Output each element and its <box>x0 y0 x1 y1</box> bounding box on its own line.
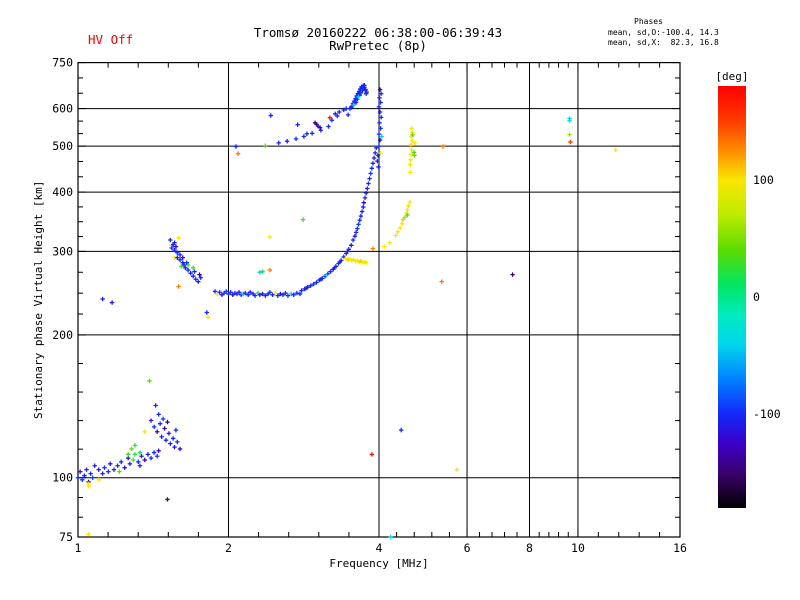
x-tick-labels: 1 2 4 6 8 10 16 <box>75 541 687 555</box>
y-axis-title: Stationary phase Virtual Height [km] <box>32 181 45 419</box>
phases-mean-sd-o: mean, sd,O:-100.4, 14.3 <box>608 27 719 37</box>
svg-text:300: 300 <box>52 244 73 258</box>
x-axis-title: Frequency [MHz] <box>329 557 428 570</box>
axis-ticks <box>77 62 681 538</box>
svg-text:8: 8 <box>526 541 533 555</box>
svg-text:16: 16 <box>673 541 687 555</box>
colorbar: [deg] 100 0 -100 <box>715 70 781 508</box>
scatter-points <box>75 83 618 540</box>
colorbar-gradient <box>718 86 746 508</box>
hv-status-label: HV Off <box>88 32 134 47</box>
svg-text:2: 2 <box>225 541 232 555</box>
svg-text:100: 100 <box>52 471 73 485</box>
phases-stats-block: Phases mean, sd,O:-100.4, 14.3 mean, sd,X:… <box>608 17 719 49</box>
svg-text:10: 10 <box>571 541 585 555</box>
svg-text:75: 75 <box>59 530 73 544</box>
svg-text:500: 500 <box>52 139 73 153</box>
colorbar-tick-label: 100 <box>753 173 774 187</box>
svg-text:1: 1 <box>75 541 82 555</box>
svg-text:6: 6 <box>464 541 471 555</box>
colorbar-unit-label: [deg] <box>715 70 748 83</box>
svg-text:4: 4 <box>376 541 383 555</box>
title-line2: RwPretec (8p) <box>329 38 427 53</box>
phases-mean-sd-x: mean, sd,X: 82.3, 16.8 <box>608 38 719 47</box>
phases-title: Phases <box>634 17 663 26</box>
colorbar-tick-label: -100 <box>753 407 781 421</box>
y-tick-labels: 75 100 200 300 400 500 600 750 <box>52 56 73 544</box>
svg-text:400: 400 <box>52 185 73 199</box>
title-line1: Tromsø 20160222 06:38:00-06:39:43 <box>253 25 503 40</box>
svg-text:750: 750 <box>52 56 73 70</box>
svg-text:600: 600 <box>52 102 73 116</box>
svg-text:200: 200 <box>52 328 73 342</box>
colorbar-tick-label: 0 <box>753 290 760 304</box>
